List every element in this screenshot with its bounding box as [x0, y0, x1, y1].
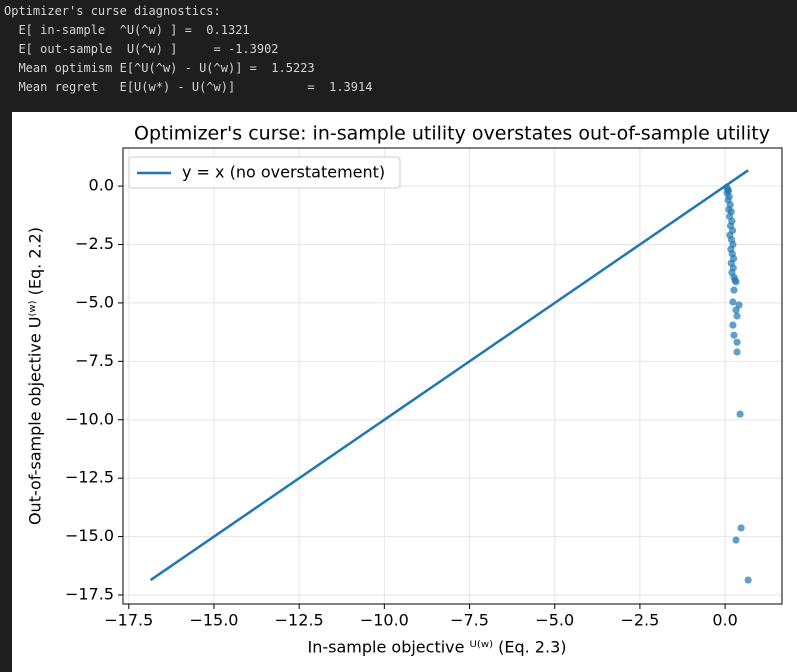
console-line: Mean optimism E[^U(^w) - U(^w)] = 1.5223 — [4, 61, 315, 75]
x-tick-label: −7.5 — [450, 611, 489, 630]
y-tick-label: −5.0 — [75, 292, 114, 311]
y-tick-label: −12.5 — [65, 468, 114, 487]
console-line: E[ out-sample U(^w) ] = -1.3902 — [4, 42, 279, 56]
console-line: Mean regret E[U(w*) - U(^w)] = 1.3914 — [4, 80, 373, 94]
y-tick-label: −2.5 — [75, 234, 114, 253]
plot-frame — [122, 147, 783, 605]
scatter-point — [736, 410, 744, 418]
legend-box — [128, 156, 401, 189]
scatter-point — [733, 348, 741, 356]
y-tick-label: −17.5 — [65, 585, 114, 604]
scatter-point — [732, 536, 740, 544]
console-line: E[ in-sample ^U(^w) ] = 0.1321 — [4, 23, 250, 37]
scatter-point — [729, 321, 737, 329]
x-tick-label: −12.5 — [275, 611, 324, 630]
scatter-point — [724, 187, 733, 195]
y-tick-label: −10.0 — [65, 409, 114, 428]
x-tick-label: 0.0 — [712, 611, 737, 630]
x-tick-label: −15.0 — [189, 611, 238, 630]
y-tick-label: −15.0 — [65, 526, 114, 545]
y-tick-label: 0.0 — [89, 176, 114, 195]
console-line: Optimizer's curse diagnostics: — [4, 4, 221, 18]
y-tick-label: −7.5 — [75, 351, 114, 370]
scatter-point — [733, 312, 741, 320]
x-tick-label: −5.0 — [535, 611, 574, 630]
scatter-point — [729, 298, 737, 306]
legend-label: y = x (no overstatement) — [182, 163, 385, 182]
scatter-point — [730, 331, 738, 339]
scatter-point — [744, 576, 752, 584]
scatter-point — [737, 524, 745, 532]
reference-line — [149, 169, 749, 582]
x-axis-label: In-sample objective ᵁ⁽ʷ⁾ (Eq. 2.3) — [308, 638, 567, 657]
console-output: Optimizer's curse diagnostics: E[ in-sam… — [4, 2, 372, 97]
y-axis-label: Out-of-sample objective U⁽ʷ⁾ (Eq. 2.2) — [26, 227, 45, 525]
x-tick-label: −2.5 — [620, 611, 659, 630]
x-tick-label: −17.5 — [104, 611, 153, 630]
scatter-point — [730, 286, 738, 294]
scatter-point — [735, 301, 743, 309]
scatter-point — [732, 278, 740, 286]
x-tick-label: −10.0 — [360, 611, 409, 630]
scatter-point — [733, 338, 741, 346]
chart-title: Optimizer's curse: in-sample utility ove… — [134, 123, 770, 145]
chart: Optimizer's curse: in-sample utility ove… — [12, 112, 797, 672]
